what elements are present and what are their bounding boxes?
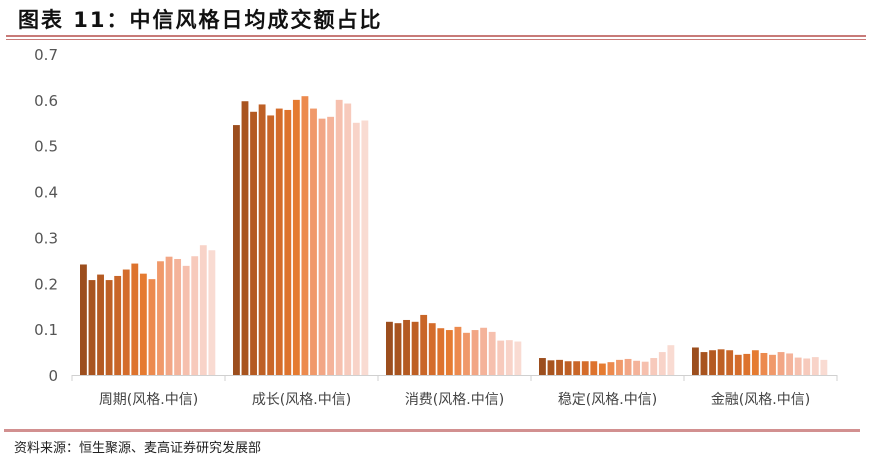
bar <box>318 118 326 375</box>
y-tick-label: 0.3 <box>34 229 58 247</box>
y-tick-label: 0.6 <box>34 92 58 110</box>
bar <box>292 99 300 375</box>
bar <box>131 263 139 375</box>
bar <box>573 361 581 375</box>
chart-title: 图表 11：中信风格日均成交额占比 <box>18 8 383 32</box>
y-tick-label: 0.2 <box>34 275 58 293</box>
bar <box>794 357 802 375</box>
bar <box>692 347 699 375</box>
bar <box>751 350 759 375</box>
source-note: 资料来源：恒生聚源、麦高证券研究发展部 <box>14 441 262 456</box>
bar <box>174 258 182 375</box>
bar <box>463 332 470 375</box>
bar <box>344 103 352 376</box>
bar <box>658 352 666 375</box>
bar <box>590 361 598 375</box>
bar <box>717 349 725 375</box>
bar <box>581 361 589 375</box>
footer-divider <box>4 429 860 432</box>
bar <box>769 354 776 375</box>
bar <box>428 323 436 375</box>
bar <box>607 362 615 375</box>
bar <box>335 99 343 375</box>
bar <box>403 319 410 375</box>
bar <box>811 357 819 375</box>
bar <box>165 256 173 375</box>
bar <box>641 361 649 375</box>
bar <box>327 116 335 376</box>
bar <box>760 352 768 375</box>
bar <box>208 250 216 375</box>
category-label: 稳定(风格.中信) <box>558 392 657 408</box>
y-tick-label: 0.1 <box>34 321 58 339</box>
bar <box>182 265 190 375</box>
bar <box>361 120 369 375</box>
bar <box>437 328 445 375</box>
bar <box>598 363 606 375</box>
bar <box>233 125 240 375</box>
bar <box>275 108 283 375</box>
bar <box>480 327 488 375</box>
y-tick-label: 0.5 <box>34 138 58 156</box>
bar <box>310 108 317 375</box>
bar <box>709 350 716 375</box>
y-tick-label: 0.4 <box>34 184 58 202</box>
title-divider <box>6 35 866 37</box>
bar <box>284 109 292 376</box>
bar <box>556 359 563 375</box>
bar <box>564 361 572 375</box>
bar <box>505 340 513 375</box>
bar <box>411 321 419 375</box>
bar <box>301 96 309 375</box>
bar <box>488 331 496 375</box>
bar <box>667 345 675 375</box>
bar <box>148 279 156 375</box>
bar <box>105 280 113 375</box>
bar <box>97 274 104 375</box>
bar <box>734 354 742 375</box>
bar <box>454 326 462 375</box>
y-tick-label: 0.7 <box>34 46 58 64</box>
bar <box>394 323 402 375</box>
bar <box>139 273 147 375</box>
bar <box>633 360 641 375</box>
bar <box>114 275 122 375</box>
bar <box>803 358 811 375</box>
category-label: 金融(风格.中信) <box>711 392 810 408</box>
bar <box>616 359 623 375</box>
bar <box>420 314 428 375</box>
bar <box>743 353 751 375</box>
bar <box>547 360 555 375</box>
bar <box>726 350 734 375</box>
bar-chart: 0 0.1 0.2 0.3 0.4 0.5 0.6 0.7 周期(风格.中信) 成长(风格.中信)… <box>34 46 838 408</box>
bar <box>191 256 199 375</box>
bar <box>514 341 522 375</box>
bar <box>471 330 479 375</box>
bar <box>820 359 828 375</box>
bar <box>386 321 393 375</box>
bar <box>497 340 505 375</box>
title-divider-thin <box>6 39 866 40</box>
category-label: 消费(风格.中信) <box>405 392 504 408</box>
bar <box>258 104 266 375</box>
bar <box>80 264 87 375</box>
bar <box>88 280 96 375</box>
category-label: 周期(风格.中信) <box>99 392 198 408</box>
bar <box>650 358 658 375</box>
y-tick-label: 0 <box>48 367 58 385</box>
bar <box>250 111 257 375</box>
bar <box>122 269 130 375</box>
bar <box>352 122 360 376</box>
bar <box>241 101 249 376</box>
bar <box>267 115 275 375</box>
bar <box>445 330 453 375</box>
bar <box>777 352 785 375</box>
bar <box>199 245 207 375</box>
bar <box>786 353 794 375</box>
bar <box>539 358 546 375</box>
bar <box>157 261 164 375</box>
bar <box>624 358 632 375</box>
bar <box>700 352 708 375</box>
category-label: 成长(风格.中信) <box>252 392 351 408</box>
